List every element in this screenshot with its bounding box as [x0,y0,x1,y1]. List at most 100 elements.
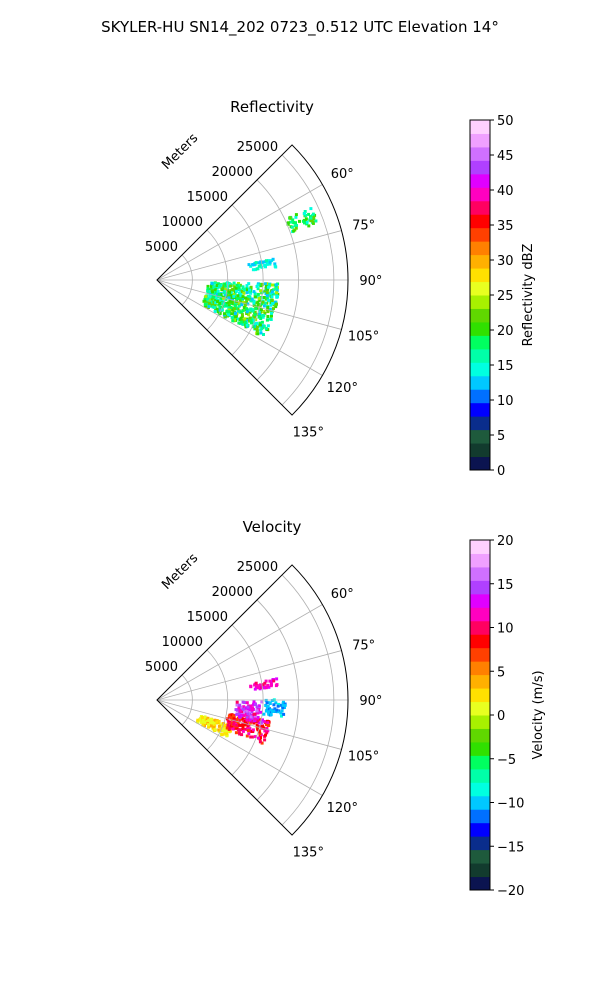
reflectivity-echo-point [260,320,264,324]
velocity-colorbar-segment [470,849,490,864]
velocity-azimuth-spoke [156,699,342,750]
reflectivity-echo-point [217,284,221,288]
velocity-echo-point [238,703,242,707]
velocity-echo-point [232,716,236,720]
reflectivity-echo-point [254,307,258,311]
reflectivity-colorbar-segment [470,321,490,336]
reflectivity-echo-point [265,318,269,322]
reflectivity-echo-point [229,305,233,309]
velocity-echo-point [261,683,265,687]
velocity-echo-point [250,710,254,714]
velocity-colorbar-tick-label: 5 [497,665,505,680]
reflectivity-echo-point [214,301,218,305]
velocity-echo-point [236,728,240,732]
velocity-title: Velocity [243,518,302,536]
reflectivity-range-axis-label: Meters [159,131,201,173]
velocity-echo-point [221,729,225,733]
reflectivity-colorbar: 0 5 10 15 20 25 30 35 40 45 50 [469,114,514,479]
velocity-echo-point [217,728,221,732]
reflectivity-echo-point [249,307,253,311]
reflectivity-echo-point [240,320,244,324]
reflectivity-echo-point [217,299,221,303]
reflectivity-echo-point [234,289,238,293]
reflectivity-echo-point [210,284,213,288]
reflectivity-azimuth-spoke [156,279,323,376]
reflectivity-colorbar-segment [470,241,490,256]
velocity-echo-point [238,728,242,732]
reflectivity-azimuth-tick-label: 60° [331,167,354,182]
reflectivity-echo-point [273,292,277,296]
reflectivity-echo-point [252,304,256,307]
reflectivity-echo-point [222,304,226,308]
reflectivity-echo-point [275,291,279,295]
velocity-colorbar: −20 −15 −10 −5 0 5 10 15 20 [469,534,524,899]
velocity-echo-point [213,720,217,724]
reflectivity-echo-point [203,303,207,306]
reflectivity-echo-point [272,307,275,311]
reflectivity-echo-point [307,224,311,228]
velocity-colorbar-segment [470,553,490,568]
reflectivity-echo-point [236,307,240,311]
reflectivity-echo-point [237,286,241,290]
reflectivity-echo-point [241,315,244,318]
reflectivity-echo-point [248,295,252,299]
velocity-echo-point [249,720,253,724]
reflectivity-echo-point [275,287,278,291]
reflectivity-echo-point [233,305,237,309]
reflectivity-echo-point [244,318,248,322]
reflectivity-colorbar-segment [470,146,490,161]
velocity-colorbar-tick-label: 10 [497,622,514,637]
velocity-echo-point [239,705,243,709]
velocity-range-tick-label: 25000 [237,560,278,575]
velocity-colorbar-segment [470,580,490,595]
reflectivity-echo-point [264,285,268,288]
reflectivity-echo-point [268,291,272,295]
reflectivity-colorbar-segment [470,120,490,134]
reflectivity-echo-point [232,281,236,285]
velocity-echo-point [225,729,229,733]
reflectivity-echo-point [233,318,236,322]
velocity-echo-point [276,704,280,708]
velocity-echo-point [234,720,238,724]
velocity-echo-point [259,685,263,689]
velocity-azimuth-tick-label: 120° [327,801,358,816]
velocity-echo-point [275,708,279,712]
velocity-echo-point [213,718,217,722]
velocity-echo-point [225,732,229,736]
velocity-echo-point [212,726,216,729]
reflectivity-echo-point [294,215,298,219]
reflectivity-echo-point [270,290,274,294]
reflectivity-echo-point [309,207,313,211]
velocity-azimuth-tick-label: 105° [348,749,379,764]
velocity-sector-boundary [156,564,349,836]
reflectivity-echo-point [252,301,256,305]
velocity-echo-point [265,707,269,710]
velocity-echo-point [237,712,241,716]
velocity-echo-point [257,725,261,729]
velocity-echo-point [225,726,229,730]
reflectivity-echo-point [270,295,274,299]
velocity-echo-point [257,686,261,690]
velocity-echo-point [269,708,273,712]
reflectivity-echo-point [260,265,264,269]
reflectivity-echo-point [215,284,219,287]
reflectivity-echo-point [237,284,241,288]
reflectivity-colorbar-segment [470,295,490,309]
velocity-echo-point [263,738,267,742]
velocity-colorbar-tick-label: 0 [497,709,505,724]
reflectivity-echo-point [212,295,216,299]
velocity-range-axis-label: Meters [159,551,201,593]
reflectivity-echo-point [227,304,231,308]
velocity-echo-point [262,720,266,723]
velocity-azimuth-tick-label: 135° [293,845,324,860]
reflectivity-echo-point [226,289,230,293]
reflectivity-echo-point [230,312,234,316]
velocity-echo-point [213,728,217,732]
reflectivity-echo-point [257,309,261,313]
velocity-echo-point [282,712,286,716]
velocity-echo-point [280,714,283,718]
reflectivity-echo-point [226,291,230,295]
reflectivity-sector: 5000 10000 15000 20000 25000 60° 75° 90° 105° 120… [145,140,383,440]
reflectivity-echo-point [210,301,214,305]
